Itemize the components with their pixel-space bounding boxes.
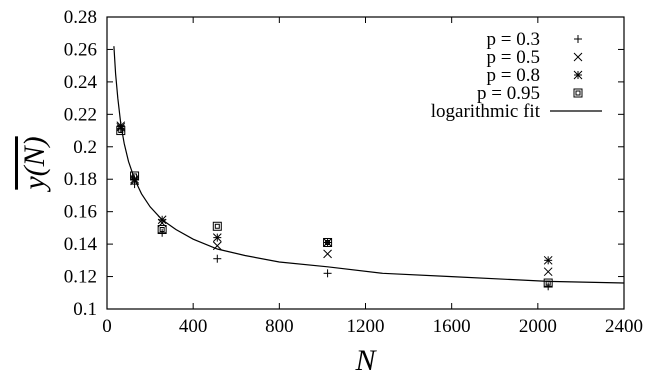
data-point-box-inner <box>214 223 220 229</box>
data-point-box <box>157 225 167 235</box>
y-tick-label: 0.24 <box>64 72 98 93</box>
y-tick-label: 0.28 <box>64 7 97 28</box>
data-point-star-d2 <box>323 238 332 247</box>
data-point-box <box>543 278 553 288</box>
data-point-cross-d2 <box>323 249 332 259</box>
x-tick-label: 1600 <box>433 316 471 337</box>
data-point-box-outer <box>212 221 222 231</box>
data-point-box-inner <box>159 227 165 233</box>
data-point-box-outer <box>543 278 553 288</box>
data-point-cross <box>212 241 222 251</box>
legend-label: p = 0.5 <box>487 47 540 68</box>
y-tick-label: 0.18 <box>64 169 97 190</box>
data-point-star <box>543 255 553 265</box>
legend-marker-box <box>573 88 583 98</box>
data-point-box-inner <box>132 173 138 179</box>
plot-frame <box>106 16 625 310</box>
data-point-box <box>130 171 140 181</box>
legend-label: p = 0.8 <box>487 65 540 86</box>
data-point-star-d2 <box>212 233 222 242</box>
y-axis-title: y(N) <box>18 136 51 192</box>
x-tick-label: 0 <box>102 316 112 337</box>
data-point-box-outer <box>157 225 167 235</box>
data-point-box-outer <box>116 126 126 136</box>
x-tick-label: 400 <box>179 316 208 337</box>
y-tick-label: 0.12 <box>64 267 97 288</box>
data-point-box-inner <box>545 280 551 286</box>
data-point-cross-d2 <box>543 267 553 277</box>
data-point-box-inner <box>118 128 124 134</box>
data-point-star <box>157 215 167 225</box>
data-point-star-d2 <box>157 215 167 225</box>
legend-marker-star-d2 <box>573 70 583 80</box>
x-tick-label: 800 <box>265 316 294 337</box>
y-tick-label: 0.22 <box>64 104 97 125</box>
data-point-cross <box>323 249 332 259</box>
data-point-plus <box>158 228 167 237</box>
legend-marker-cross <box>573 52 583 62</box>
data-point-box <box>212 221 222 231</box>
data-point-star-d2 <box>543 255 553 265</box>
data-point-star <box>323 238 332 247</box>
data-point-box-inner <box>325 239 331 245</box>
data-point-box-outer <box>323 237 333 247</box>
data-point-cross-d2 <box>212 241 222 251</box>
x-tick-label: 2400 <box>605 316 643 337</box>
legend-marker-box-outer <box>573 88 583 98</box>
data-point-cross <box>543 267 553 277</box>
y-tick-label: 0.16 <box>64 202 97 223</box>
data-point-star-d2 <box>116 121 126 131</box>
y-tick-label: 0.14 <box>64 234 98 255</box>
legend-marker-star <box>573 70 583 80</box>
legend-label: logarithmic fit <box>431 101 541 122</box>
data-point-box <box>323 237 333 247</box>
data-point-star <box>130 174 139 184</box>
logarithmic-fit-line <box>113 46 625 284</box>
data-point-star <box>212 233 222 242</box>
y-tick-label: 0.1 <box>73 299 97 320</box>
data-point-plus <box>544 282 553 291</box>
legend-label: p = 0.95 <box>477 83 540 104</box>
y-tick-label: 0.2 <box>73 137 97 158</box>
data-point-plus <box>323 269 332 278</box>
x-axis-title: N <box>354 344 377 377</box>
legend-marker-cross-d2 <box>573 52 583 62</box>
data-point-star-d2 <box>130 174 139 184</box>
legend-marker-box-inner <box>575 90 581 96</box>
data-point-plus <box>213 254 222 263</box>
data-point-box-outer <box>130 171 140 181</box>
x-tick-label: 1200 <box>347 316 385 337</box>
y-tick-label: 0.26 <box>64 39 97 60</box>
x-tick-label: 2000 <box>519 316 557 337</box>
legend-label: p = 0.3 <box>487 29 540 50</box>
legend-marker-plus <box>574 35 582 43</box>
data-point-box <box>116 126 126 136</box>
